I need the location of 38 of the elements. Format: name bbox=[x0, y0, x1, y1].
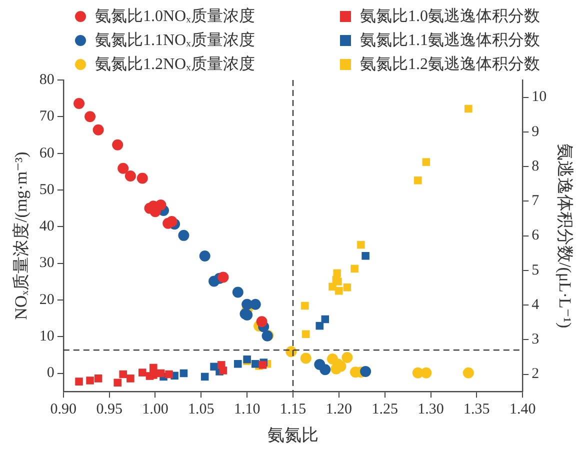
y-tick-label: 0 bbox=[46, 365, 54, 382]
y-tick-label: 50 bbox=[39, 182, 54, 198]
y2-tick-label: 4 bbox=[532, 296, 540, 313]
x-tick-label: 1.05 bbox=[188, 402, 214, 418]
legend-label: 氨氮比1.2氨逃逸体积分数 bbox=[360, 54, 540, 74]
y-tick-label: 70 bbox=[39, 108, 54, 125]
y2-tick-label: 7 bbox=[532, 193, 540, 210]
legend-label: 氨氮比1.1氨逃逸体积分数 bbox=[360, 30, 540, 50]
y-tick-label: 30 bbox=[39, 255, 54, 272]
legend-label: 氨氮比1.0氨逃逸体积分数 bbox=[360, 6, 540, 26]
y-tick-label: 20 bbox=[39, 292, 54, 308]
x-tick-label: 0.90 bbox=[50, 402, 77, 418]
x-tick-label: 1.00 bbox=[142, 402, 168, 418]
y-axis-title: NOₓ质量浓度/(mg·m⁻³) bbox=[12, 152, 31, 320]
x-tick-label: 1.40 bbox=[509, 402, 536, 418]
x-tick-label: 1.25 bbox=[372, 402, 398, 418]
x-tick-label: 1.15 bbox=[280, 402, 306, 418]
y2-tick-label: 8 bbox=[532, 158, 540, 174]
y2-tick-label: 5 bbox=[532, 262, 540, 278]
y2-tick-label: 3 bbox=[532, 332, 540, 348]
x-tick-label: 1.20 bbox=[326, 402, 352, 418]
x-axis-title: 氨氮比 bbox=[268, 425, 318, 444]
x-tick-label: 1.35 bbox=[464, 402, 490, 418]
x-tick-label: 1.10 bbox=[234, 402, 260, 418]
y2-tick-label: 10 bbox=[532, 89, 547, 106]
y2-tick-label: 2 bbox=[532, 366, 540, 382]
legend-label: 氨氮比1.2NOₓ质量浓度 bbox=[95, 54, 255, 74]
y-tick-label: 80 bbox=[39, 72, 54, 88]
legend-label: 氨氮比1.0NOₓ质量浓度 bbox=[95, 6, 255, 26]
y-tick-label: 10 bbox=[39, 328, 54, 345]
y2-axis-title: 氨逃逸体积分数/(μL·L⁻¹) bbox=[555, 143, 574, 328]
y2-tick-label: 9 bbox=[532, 124, 540, 140]
x-tick-label: 0.95 bbox=[96, 402, 122, 418]
legend-label: 氨氮比1.1NOₓ质量浓度 bbox=[95, 30, 255, 50]
y-tick-label: 60 bbox=[39, 145, 54, 162]
y-tick-label: 40 bbox=[39, 218, 54, 235]
x-tick-label: 1.30 bbox=[418, 402, 444, 418]
y2-tick-label: 6 bbox=[532, 228, 540, 244]
